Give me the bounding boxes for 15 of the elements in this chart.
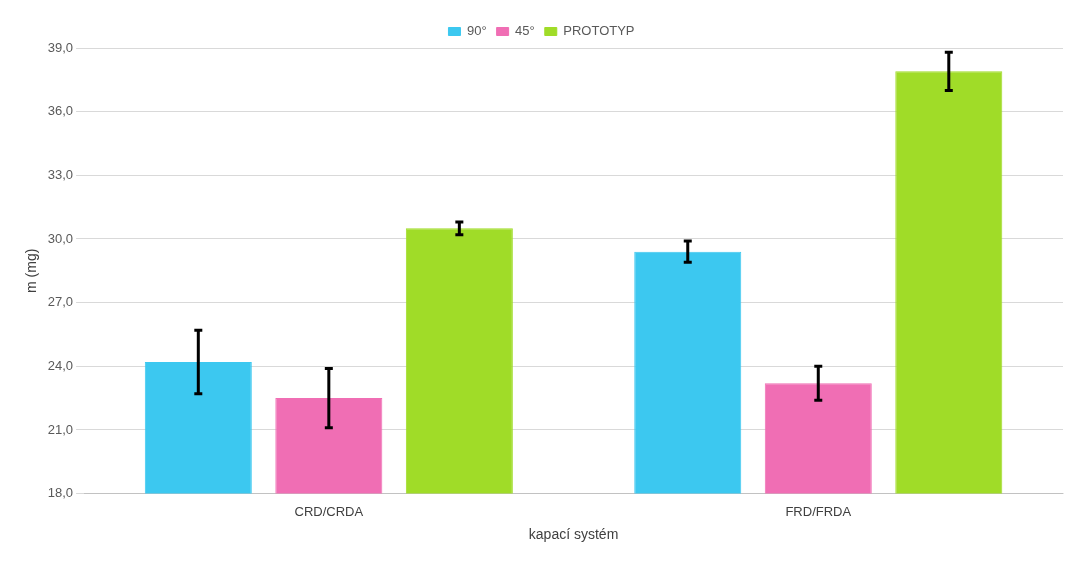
y-tick-label: 18,0 [47,485,74,501]
x-axis-title: kapací systém [528,526,619,543]
x-tick-label: FRD/FRDA [785,503,852,519]
y-tick-label: 27,0 [47,294,74,310]
y-tick-label: 39,0 [47,39,74,55]
legend-label: PROTOTYP [563,23,635,39]
x-tick-label: CRD/CRDA [294,503,364,519]
y-axis-title: m (mg) [23,248,40,293]
y-tick-label: 21,0 [47,421,74,437]
y-tick-label: 30,0 [47,230,74,246]
y-tick-label: 24,0 [47,357,74,373]
legend-label: 90° [466,23,487,39]
legend-label: 45° [515,23,535,39]
y-tick-label: 36,0 [47,103,74,119]
y-tick-label: 33,0 [47,166,74,182]
